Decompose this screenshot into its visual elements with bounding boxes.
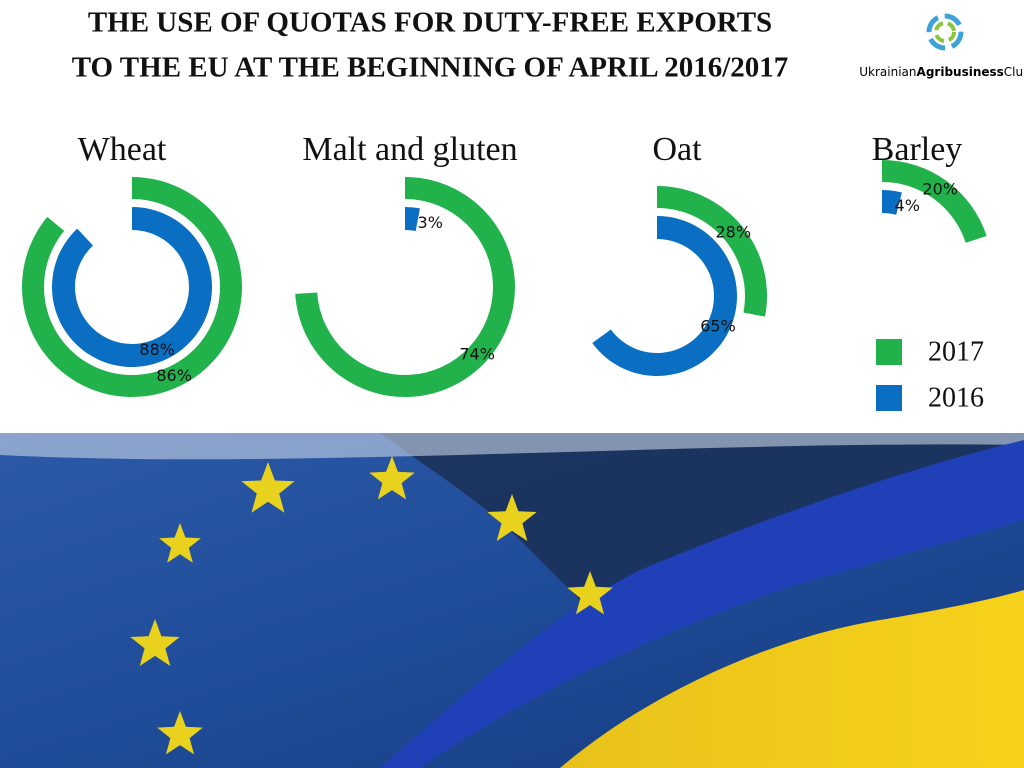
radial-bar xyxy=(51,207,212,367)
value-label: 4% xyxy=(895,196,920,215)
flag-star xyxy=(567,571,613,615)
flag-star xyxy=(157,711,203,755)
category-title: Wheat xyxy=(78,131,167,168)
category-title: Oat xyxy=(652,131,702,168)
radial-bar xyxy=(657,186,767,317)
radial-bar xyxy=(882,190,902,215)
value-label: 65% xyxy=(700,317,736,336)
value-label: 28% xyxy=(715,222,751,241)
radial-bar xyxy=(882,160,987,243)
radial-bar xyxy=(592,216,737,376)
chart-title: TO THE EU AT THE BEGINNING OF APRIL 2016… xyxy=(72,52,789,84)
flag-background xyxy=(0,433,1024,768)
flag-stars xyxy=(130,456,613,755)
legend-label: 2017 xyxy=(928,336,984,367)
flag-star xyxy=(241,462,295,513)
radial-bar xyxy=(405,207,420,232)
flag-star xyxy=(130,619,180,666)
flag-star xyxy=(159,523,201,563)
value-label: 86% xyxy=(156,366,192,385)
value-label: 3% xyxy=(418,213,443,232)
value-label: 74% xyxy=(459,344,495,363)
logo-part: Agribusiness xyxy=(917,65,1004,79)
value-label: 20% xyxy=(922,179,958,198)
chart-title: THE USE OF QUOTAS FOR DUTY-FREE EXPORTS xyxy=(88,7,772,39)
value-label: 88% xyxy=(139,340,175,359)
logo-part: Ukrainian xyxy=(859,65,916,79)
legend-label: 2016 xyxy=(928,382,984,413)
legend-swatch xyxy=(876,339,902,365)
logo-part: Club xyxy=(1004,65,1024,79)
logo: UkrainianAgribusinessClub xyxy=(859,13,1024,79)
category-title: Malt and gluten xyxy=(302,131,517,168)
logo-text: UkrainianAgribusinessClub xyxy=(859,65,1024,79)
flag-star xyxy=(369,456,415,500)
flag-star xyxy=(487,494,537,541)
legend-swatch xyxy=(876,385,902,411)
